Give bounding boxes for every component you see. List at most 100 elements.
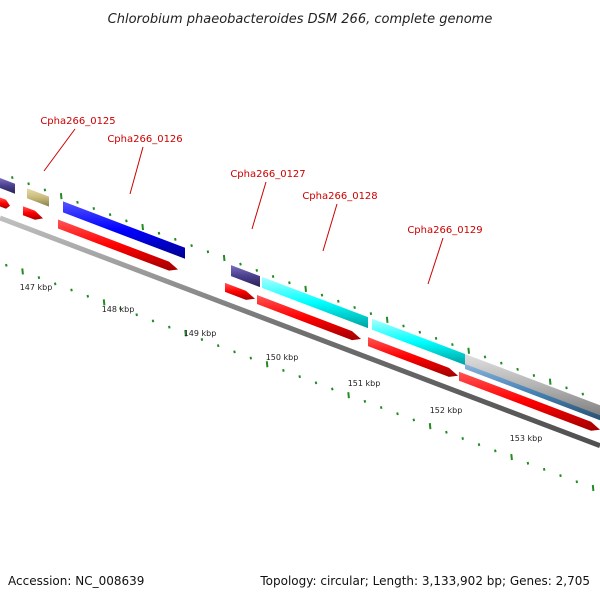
gene-feature-cyan (372, 318, 465, 365)
gene-feature-navy (0, 178, 15, 194)
tick-mark (190, 244, 193, 248)
tick-mark (548, 378, 552, 385)
tick-mark (331, 387, 334, 391)
tick-mark (510, 453, 513, 461)
tick-mark (5, 263, 8, 267)
gene-label: Cpha266_0129 (407, 225, 482, 236)
tick-mark (76, 200, 79, 204)
tick-mark (591, 484, 595, 492)
tick-mark (477, 443, 481, 447)
tick-mark (157, 231, 161, 235)
tick-mark (92, 206, 96, 210)
gene-track (0, 178, 600, 421)
tick-mark (347, 392, 350, 399)
kbp-label: 148 kbp (102, 305, 135, 314)
tick-mark (184, 330, 187, 337)
kbp-label: 150 kbp (266, 353, 299, 362)
tick-mark (255, 268, 259, 272)
tick-mark (581, 392, 585, 396)
tick-mark (151, 319, 155, 323)
gene-label-pointer (129, 146, 144, 195)
accession-text: Accession: NC_008639 (8, 574, 144, 588)
tick-mark (412, 418, 416, 422)
tick-mark (353, 305, 356, 309)
tick-mark (271, 275, 275, 279)
gene-label: Cpha266_0128 (302, 191, 377, 202)
tick-mark (141, 223, 144, 231)
tick-mark (11, 176, 14, 180)
kbp-label: 153 kbp (510, 434, 543, 443)
tick-mark (222, 254, 226, 262)
tick-mark (320, 293, 324, 297)
tick-mark (233, 350, 236, 354)
tick-mark (200, 338, 204, 341)
kbp-axis: 147 kbp 148 kbp 149 kbp 150 kbp 151 kbp 152 k… (20, 283, 543, 443)
tick-mark (108, 213, 112, 217)
gene-label-pointer (322, 203, 338, 252)
tick-mark (43, 188, 47, 192)
tick-mark (526, 461, 530, 465)
tick-mark (119, 307, 122, 311)
kbp-label: 152 kbp (430, 406, 463, 415)
tick-mark (402, 324, 405, 328)
tick-mark (59, 193, 63, 200)
gene-feature-navy (231, 265, 260, 288)
tick-mark (102, 299, 106, 306)
tick-mark (125, 219, 128, 223)
gene-label-pointer (251, 181, 267, 230)
tick-mark (216, 344, 220, 348)
tick-mark (174, 237, 177, 241)
tick-mark (53, 282, 57, 286)
gene-label: Cpha266_0125 (40, 116, 115, 127)
gene-feature-khaki (27, 188, 49, 207)
tick-mark (37, 276, 41, 280)
map-title: Chlorobium phaeobacteroides DSM 266, com… (108, 12, 493, 27)
tick-mark (249, 356, 253, 360)
tick-mark (298, 375, 301, 379)
tick-mark (21, 268, 24, 275)
cds-arrow (368, 337, 458, 377)
gene-labels: Cpha266_0125 Cpha266_0126 Cpha266_0127 Cpha… (40, 116, 483, 285)
tick-mark (451, 343, 454, 347)
tick-mark (467, 347, 470, 354)
tick-mark (461, 436, 464, 440)
genome-summary-text: Topology: circular; Length: 3,133,902 bp… (259, 574, 590, 588)
tick-mark (314, 381, 318, 385)
cds-arrow (58, 219, 178, 271)
kbp-label: 149 kbp (184, 329, 217, 338)
tick-mark (542, 467, 546, 471)
tick-mark (282, 368, 285, 372)
gene-feature-blue (63, 201, 185, 259)
tick-mark (575, 480, 579, 484)
tick-mark (428, 423, 432, 430)
tick-marks (5, 176, 595, 492)
gene-label-pointer (43, 128, 76, 172)
gene-feature-cyan (262, 276, 368, 329)
tick-mark (385, 316, 389, 323)
tick-mark (494, 449, 497, 453)
kbp-label: 151 kbp (348, 379, 381, 388)
gene-feature-gray (465, 353, 600, 417)
backbone-line (0, 215, 600, 449)
cds-arrow (0, 197, 10, 209)
tick-mark (239, 262, 242, 266)
tick-mark (288, 281, 291, 285)
tick-mark (379, 406, 383, 410)
tick-mark (369, 312, 373, 316)
cds-arrow (257, 295, 361, 341)
cds-arrow (23, 206, 43, 220)
backbone-track (0, 215, 600, 449)
gene-label-pointer (427, 237, 444, 285)
tick-mark (206, 250, 210, 254)
tick-mark (27, 182, 30, 186)
tick-mark (516, 367, 519, 371)
tick-mark (483, 355, 487, 359)
gene-label: Cpha266_0127 (230, 169, 305, 180)
tick-mark (265, 361, 269, 368)
kbp-label: 147 kbp (20, 283, 53, 292)
gene-feature-steel (465, 363, 600, 421)
cds-track (0, 197, 600, 431)
tick-mark (565, 386, 568, 390)
